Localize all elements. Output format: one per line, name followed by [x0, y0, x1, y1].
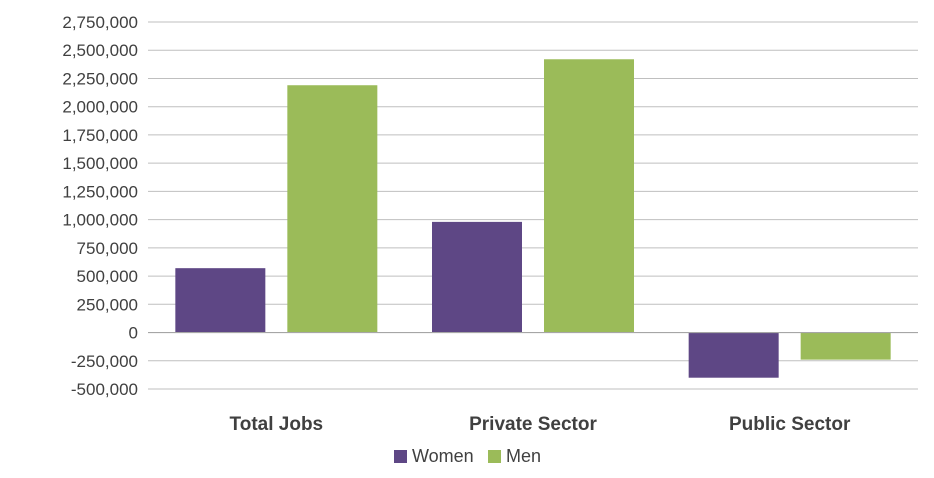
legend-swatch-men: [488, 450, 501, 463]
legend-swatch-women: [394, 450, 407, 463]
y-tick-label: 2,750,000: [62, 13, 138, 32]
y-tick-label: 2,000,000: [62, 98, 138, 117]
y-tick-label: 2,250,000: [62, 69, 138, 88]
y-tick-label: 750,000: [77, 239, 138, 258]
bar-women-public-sector: [688, 332, 779, 378]
y-tick-label: 2,500,000: [62, 41, 138, 60]
x-category-label: Private Sector: [469, 414, 597, 435]
y-tick-label: 1,500,000: [62, 154, 138, 173]
bar-men-total-jobs: [287, 85, 378, 333]
legend-label-women: Women: [412, 446, 474, 466]
gridlines: [148, 21, 918, 390]
x-category-label: Total Jobs: [230, 414, 324, 435]
y-tick-label: 1,750,000: [62, 126, 138, 145]
y-tick-label: 1,000,000: [62, 211, 138, 230]
x-axis-tick-labels: Total Jobs Private Sector Public Sector: [230, 414, 851, 435]
bar-women-total-jobs: [175, 268, 266, 333]
x-category-label: Public Sector: [729, 414, 851, 435]
legend: Women Men: [394, 446, 541, 466]
y-tick-label: 1,250,000: [62, 182, 138, 201]
y-tick-label: 500,000: [77, 267, 138, 286]
y-tick-label: -500,000: [71, 380, 138, 399]
y-tick-label: -250,000: [71, 352, 138, 371]
bar-men-private-sector: [544, 59, 634, 333]
y-tick-label: 0: [129, 324, 138, 343]
bars: [175, 59, 891, 378]
bar-men-public-sector: [800, 332, 891, 360]
legend-label-men: Men: [506, 446, 541, 466]
y-axis-tick-labels: -500,000 -250,000 0 250,000 500,000 750,000 1,…: [62, 13, 138, 399]
bar-women-private-sector: [432, 221, 522, 333]
y-tick-label: 250,000: [77, 295, 138, 314]
